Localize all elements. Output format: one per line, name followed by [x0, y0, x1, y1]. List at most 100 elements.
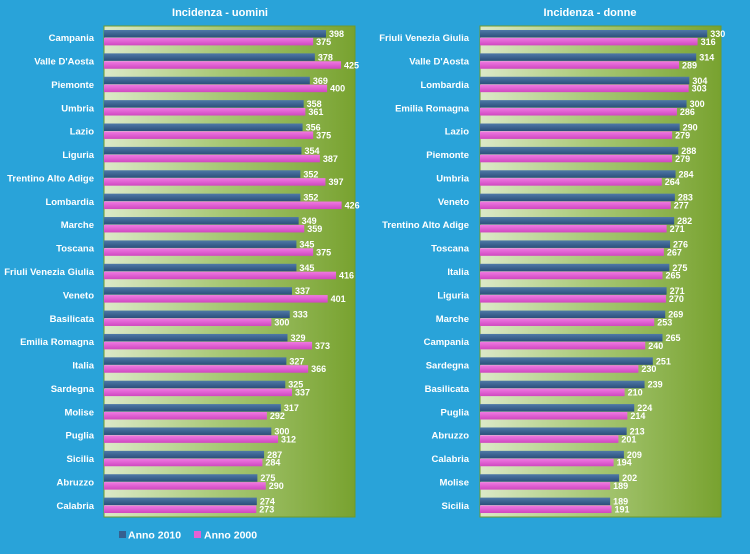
data-label: 213 — [630, 426, 645, 436]
bar-series-2000 — [480, 37, 698, 46]
legend-swatch — [194, 531, 201, 538]
bar-series-2000 — [480, 435, 619, 443]
category-label: Umbria — [61, 103, 94, 114]
data-label: 356 — [306, 123, 321, 133]
data-label: 265 — [665, 271, 680, 281]
data-label: 265 — [665, 333, 680, 343]
chart-title: Incidenza - donne — [544, 7, 637, 19]
data-label: 426 — [345, 201, 360, 211]
data-label: 194 — [617, 458, 632, 468]
bar-series-2000 — [480, 84, 689, 93]
data-label: 303 — [692, 84, 707, 94]
data-label: 282 — [677, 216, 692, 226]
bar-series-2010 — [104, 193, 301, 202]
data-label: 292 — [270, 411, 285, 421]
bar-series-2010 — [480, 100, 687, 108]
data-label: 361 — [308, 107, 323, 117]
data-label: 279 — [675, 130, 690, 140]
legend: Anno 2010 Anno 2000 — [119, 530, 257, 542]
data-label: 264 — [665, 177, 680, 187]
bar-series-2010 — [480, 76, 690, 85]
bar-series-2010 — [104, 404, 281, 412]
data-label: 375 — [316, 130, 331, 140]
data-label: 189 — [613, 481, 628, 491]
bar-series-2010 — [480, 263, 670, 272]
data-label: 369 — [313, 76, 328, 86]
data-label: 317 — [284, 403, 299, 413]
bar-series-2010 — [480, 53, 697, 61]
data-label: 273 — [259, 505, 274, 515]
category-label: Friuli Venezia Giulia — [4, 267, 94, 278]
category-label: Italia — [72, 361, 94, 372]
category-label: Lazio — [70, 127, 94, 138]
bar-series-2000 — [104, 458, 263, 467]
bar-series-2000 — [104, 295, 328, 303]
bar-series-2010 — [480, 240, 671, 248]
bar-series-2000 — [104, 154, 320, 163]
bar-series-2010 — [104, 263, 297, 272]
bar-series-2010 — [480, 29, 708, 38]
data-label: 286 — [680, 107, 695, 117]
bar-series-2000 — [480, 224, 667, 233]
category-label: Liguria — [437, 290, 469, 301]
bar-series-2010 — [104, 497, 257, 506]
data-label: 239 — [648, 380, 663, 390]
data-label: 269 — [668, 310, 683, 320]
bar-series-2010 — [480, 427, 627, 435]
data-label: 277 — [674, 201, 689, 211]
bar-series-2010 — [104, 29, 326, 38]
category-label: Puglia — [440, 407, 469, 418]
category-label: Toscana — [56, 244, 95, 255]
bar-series-2000 — [104, 411, 267, 420]
bar-series-2000 — [480, 271, 663, 280]
bar-series-2010 — [480, 497, 611, 506]
bar-series-2000 — [104, 482, 266, 490]
data-label: 210 — [628, 388, 643, 398]
category-label: Piemonte — [426, 150, 469, 161]
data-label: 267 — [667, 247, 682, 257]
data-label: 270 — [669, 294, 684, 304]
data-label: 375 — [316, 247, 331, 257]
category-label: Sicilia — [67, 454, 95, 465]
data-label: 300 — [274, 426, 289, 436]
bar-series-2000 — [104, 224, 305, 233]
data-label: 325 — [288, 380, 303, 390]
category-label: Lombardia — [45, 197, 94, 208]
bar-series-2010 — [480, 357, 653, 365]
category-label: Marche — [61, 220, 94, 231]
bar-series-2000 — [480, 201, 671, 210]
data-label: 240 — [648, 341, 663, 351]
plot-area — [479, 25, 722, 518]
data-label: 398 — [329, 29, 344, 39]
bar-series-2010 — [104, 240, 297, 248]
bar-series-2010 — [480, 146, 679, 155]
data-label: 375 — [316, 37, 331, 47]
legend-label: Anno 2010 — [128, 530, 181, 542]
bar-series-2000 — [104, 61, 342, 69]
data-label: 284 — [679, 169, 694, 179]
bar-series-2000 — [104, 201, 342, 210]
bar-series-2010 — [104, 333, 288, 342]
data-label: 275 — [672, 263, 687, 273]
chart-title: Incidenza - uomini — [172, 7, 268, 19]
data-label: 230 — [641, 364, 656, 374]
data-label: 224 — [637, 403, 652, 413]
data-label: 400 — [330, 84, 345, 94]
data-label: 345 — [299, 239, 314, 249]
category-label: Umbria — [436, 173, 469, 184]
data-label: 271 — [670, 224, 685, 234]
data-label: 202 — [622, 473, 637, 483]
bar-series-2010 — [480, 123, 680, 132]
bar-series-2010 — [104, 380, 286, 389]
category-label: Basilicata — [50, 314, 95, 325]
category-label: Campania — [49, 33, 95, 44]
data-label: 209 — [627, 450, 642, 460]
data-label: 337 — [295, 388, 310, 398]
category-label: Piemonte — [51, 80, 94, 91]
bar-series-2000 — [480, 295, 666, 303]
bar-series-2000 — [104, 388, 292, 397]
bar-series-2000 — [480, 505, 612, 514]
bar-series-2000 — [480, 482, 611, 490]
bar-series-2010 — [104, 450, 265, 459]
